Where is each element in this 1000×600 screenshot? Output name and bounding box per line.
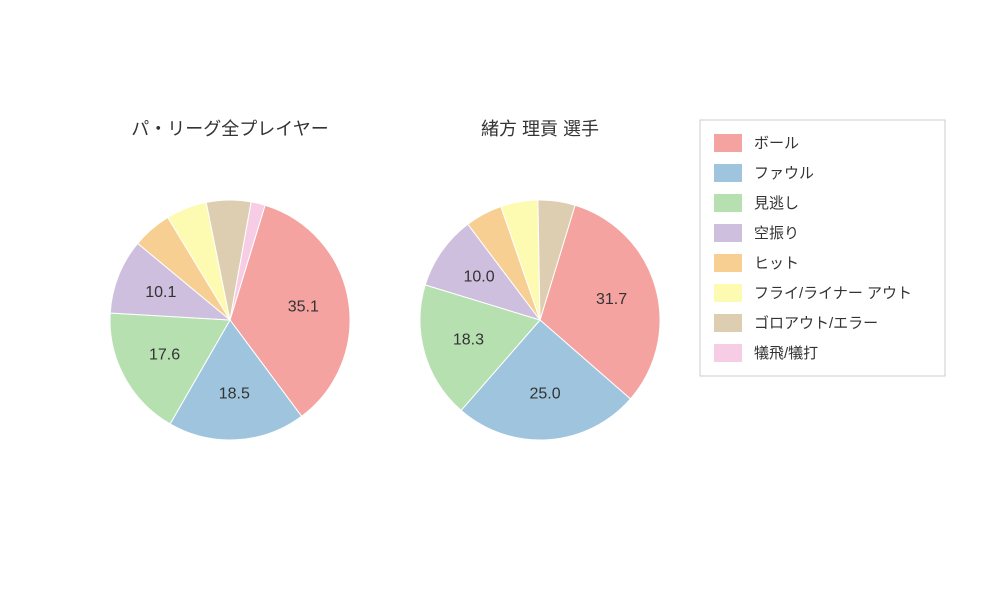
legend: ボールファウル見逃し空振りヒットフライ/ライナー アウトゴロアウト/エラー犠飛/… — [700, 120, 945, 376]
legend-swatch-hit — [714, 254, 742, 272]
legend-swatch-ball — [714, 134, 742, 152]
legend-label-hit: ヒット — [754, 255, 799, 272]
legend-label-sac: 犠飛/犠打 — [754, 345, 818, 362]
legend-label-ball: ボール — [754, 135, 799, 152]
pie-label-swing: 10.1 — [145, 284, 176, 301]
pie-right: 緒方 理貢 選手 31.7 25.0 18.3 10.0 — [420, 119, 660, 440]
pie-label-ball: 31.7 — [596, 291, 627, 308]
legend-label-foul: ファウル — [754, 165, 814, 182]
legend-swatch-groundout — [714, 314, 742, 332]
pie-label-swing: 10.0 — [463, 269, 494, 286]
legend-swatch-swing — [714, 224, 742, 242]
legend-swatch-flyliner — [714, 284, 742, 302]
pie-label-foul: 18.5 — [219, 385, 250, 402]
legend-swatch-foul — [714, 164, 742, 182]
pie-label-ball: 35.1 — [288, 299, 319, 316]
legend-swatch-look — [714, 194, 742, 212]
pie-label-foul: 25.0 — [529, 385, 560, 402]
legend-label-flyliner: フライ/ライナー アウト — [754, 285, 912, 302]
legend-swatch-sac — [714, 344, 742, 362]
legend-label-groundout: ゴロアウト/エラー — [754, 314, 878, 332]
pie-title-left: パ・リーグ全プレイヤー — [131, 119, 328, 139]
pie-left: パ・リーグ全プレイヤー 35.1 18.5 17.6 10.1 — [110, 119, 350, 440]
pie-title-right: 緒方 理貢 選手 — [481, 119, 599, 139]
legend-label-look: 見逃し — [754, 195, 799, 212]
chart-stage: パ・リーグ全プレイヤー 35.1 18.5 17.6 10.1 緒方 理貢 選手 31.7 2… — [0, 0, 1000, 600]
pie-label-look: 17.6 — [149, 347, 180, 364]
legend-label-swing: 空振り — [754, 225, 799, 242]
pie-label-look: 18.3 — [453, 332, 484, 349]
chart-svg: パ・リーグ全プレイヤー 35.1 18.5 17.6 10.1 緒方 理貢 選手 31.7 2… — [0, 0, 1000, 600]
legend-frame — [700, 120, 945, 376]
